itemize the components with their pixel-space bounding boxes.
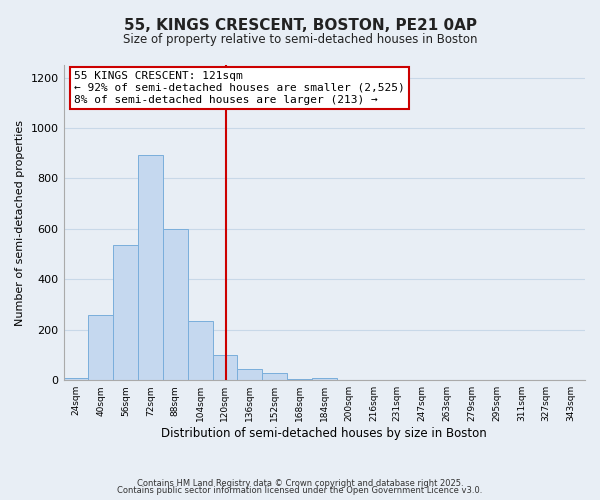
Bar — [163, 229, 188, 380]
X-axis label: Distribution of semi-detached houses by size in Boston: Distribution of semi-detached houses by … — [161, 427, 487, 440]
Bar — [287, 379, 312, 380]
Bar — [138, 154, 163, 380]
Text: 55 KINGS CRESCENT: 121sqm
← 92% of semi-detached houses are smaller (2,525)
8% o: 55 KINGS CRESCENT: 121sqm ← 92% of semi-… — [74, 72, 405, 104]
Bar — [88, 314, 113, 380]
Y-axis label: Number of semi-detached properties: Number of semi-detached properties — [15, 120, 25, 326]
Bar — [64, 378, 88, 380]
Bar — [238, 369, 262, 380]
Bar — [113, 246, 138, 380]
Bar — [188, 321, 212, 380]
Text: 55, KINGS CRESCENT, BOSTON, PE21 0AP: 55, KINGS CRESCENT, BOSTON, PE21 0AP — [124, 18, 476, 32]
Bar — [212, 355, 238, 380]
Text: Contains HM Land Registry data © Crown copyright and database right 2025.: Contains HM Land Registry data © Crown c… — [137, 478, 463, 488]
Text: Contains public sector information licensed under the Open Government Licence v3: Contains public sector information licen… — [118, 486, 482, 495]
Bar — [262, 372, 287, 380]
Text: Size of property relative to semi-detached houses in Boston: Size of property relative to semi-detach… — [123, 32, 477, 46]
Bar — [312, 378, 337, 380]
